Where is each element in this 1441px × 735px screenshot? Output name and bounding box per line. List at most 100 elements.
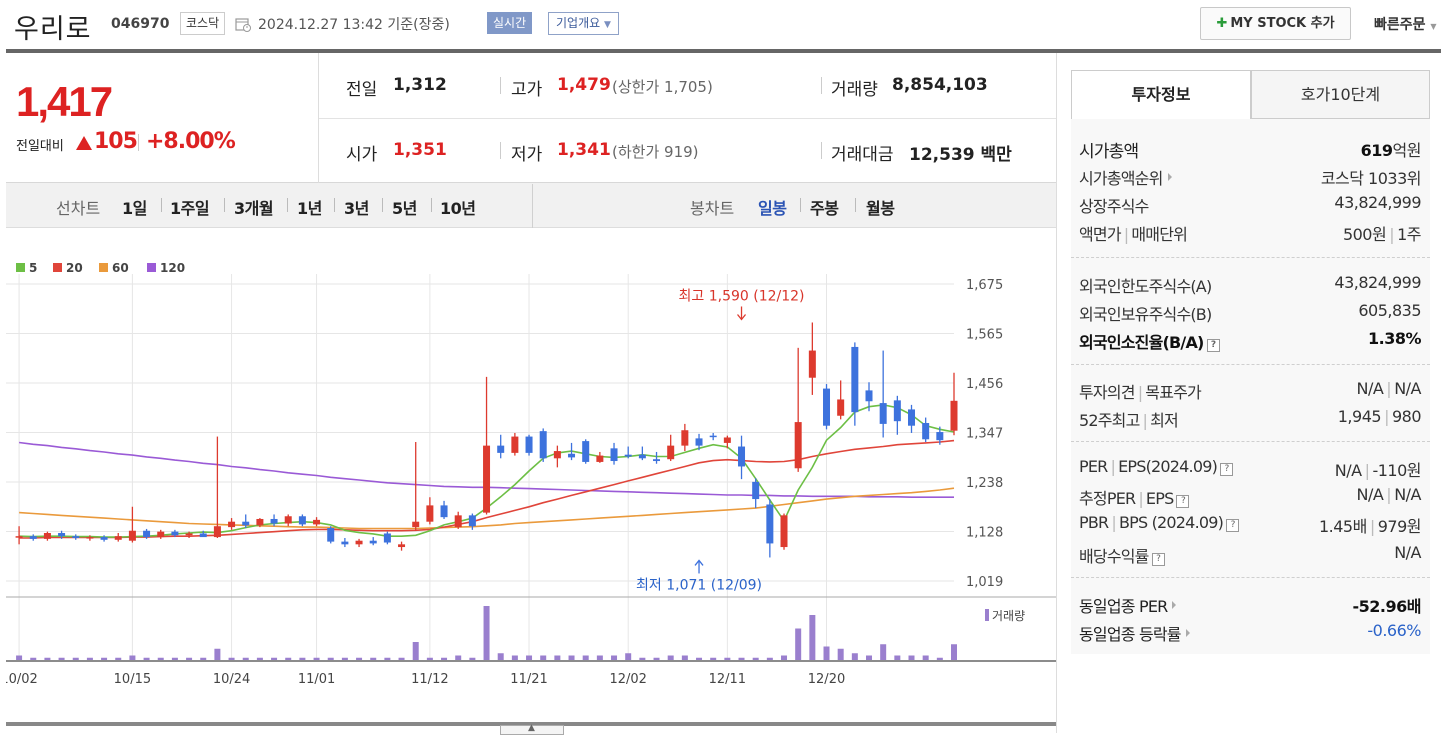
candle-monthly[interactable]: 월봉 — [866, 199, 895, 218]
x-tick-label: 10/15 — [114, 672, 151, 687]
divider — [821, 142, 822, 159]
candle-body — [723, 437, 731, 443]
company-overview-dropdown[interactable]: 기업개요 ▼ — [548, 12, 619, 35]
period-3y[interactable]: 3년 — [344, 199, 369, 218]
candle-weekly[interactable]: 주봉 — [810, 199, 839, 218]
period-1y[interactable]: 1년 — [297, 199, 322, 218]
high-value: 1,479 — [557, 75, 611, 95]
eps-val: -110원 — [1372, 461, 1421, 480]
prev-close-label: 전일 — [346, 80, 378, 100]
volume-bar — [86, 657, 93, 660]
divider — [800, 198, 801, 212]
period-1w[interactable]: 1주일 — [170, 199, 210, 218]
volume-bar — [823, 646, 830, 660]
volume-bar — [554, 655, 561, 660]
foreign-holding-row: 외국인보유주식수(B) 605,835 — [1079, 301, 1421, 327]
volume-bar — [356, 657, 363, 660]
x-tick-label: 11/21 — [510, 672, 547, 687]
pbr-value: 1.45배 | 979원 — [1318, 517, 1422, 536]
sector-per-row[interactable]: 동일업종 PER -52.96배 — [1079, 593, 1422, 619]
trade-value: 12,539 백만 — [909, 145, 1012, 165]
sector-change-row[interactable]: 동일업종 등락률 -0.66% — [1079, 621, 1421, 647]
candle-body — [284, 516, 292, 524]
help-icon[interactable]: ? — [1176, 495, 1190, 508]
tab-orderbook-10[interactable]: 호가10단계 — [1251, 70, 1430, 119]
divider — [224, 198, 225, 212]
candle-body — [369, 540, 377, 544]
volume-bar — [696, 657, 703, 660]
candle-body — [837, 399, 845, 416]
week52-value: 1,945 | 980 — [1337, 407, 1422, 426]
market-badge: 코스닥 — [180, 12, 226, 35]
est-per-label: 추정PER | EPS? — [1079, 485, 1190, 509]
market-cap-unit: 억원 — [1392, 141, 1422, 160]
candle-body — [383, 533, 391, 543]
open-value: 1,351 — [393, 140, 447, 160]
target-price-val: N/A — [1394, 379, 1421, 398]
candle-body — [553, 451, 561, 459]
quick-order-button[interactable]: 빠른주문 ▼ — [1374, 14, 1437, 34]
period-5y[interactable]: 5년 — [392, 199, 417, 218]
chart-scroll-handle[interactable]: ▲ — [500, 723, 564, 735]
week52-high-text: 52주최고 — [1079, 411, 1140, 430]
volume-bar — [398, 657, 405, 660]
volume-bar — [271, 657, 278, 660]
y-tick-label: 1,128 — [966, 526, 1003, 541]
opinion-row: 투자의견 | 목표주가 N/A | N/A — [1079, 379, 1421, 405]
volume-bar — [653, 657, 660, 660]
volume-bar — [851, 653, 858, 660]
pbr-label: PBR | BPS (2024.09)? — [1079, 513, 1240, 532]
candle-body — [454, 515, 462, 528]
market-cap-value: 619억원 — [1361, 137, 1422, 161]
volume-bar — [724, 657, 731, 660]
y-tick-label: 1,456 — [966, 377, 1003, 392]
volume-bar — [200, 657, 207, 660]
volume-bar — [426, 657, 433, 660]
volume-bar — [441, 657, 448, 660]
candle-body — [114, 536, 122, 540]
candlestick-chart[interactable]: 5 20 60 120 1,675 1,565 1,456 1,347 1,238 1,128 1,… — [6, 228, 1056, 723]
realtime-badge[interactable]: 실시간 — [487, 12, 533, 34]
est-eps-val: N/A — [1394, 485, 1421, 504]
trade-unit-value: 1주 — [1397, 225, 1421, 244]
sector-change-label: 동일업종 등락률 — [1079, 621, 1190, 645]
candle-body — [610, 448, 618, 462]
upper-limit: (상한가 1,705) — [612, 78, 713, 96]
target-price-text: 목표주가 — [1145, 383, 1201, 402]
quick-order-label: 빠른주문 — [1374, 17, 1426, 33]
market-cap-rank-row[interactable]: 시가총액순위 코스닥 1033위 — [1079, 165, 1422, 191]
mystock-label: MY STOCK 추가 — [1230, 16, 1335, 31]
period-3m[interactable]: 3개월 — [234, 199, 274, 218]
tab-investment-info[interactable]: 투자정보 — [1071, 70, 1251, 119]
eps-text: EPS(2024.09) — [1118, 457, 1218, 476]
candle-body — [43, 533, 51, 539]
volume-bar — [511, 655, 518, 660]
divider — [532, 184, 533, 228]
volume-bar — [837, 648, 844, 660]
bps-text: BPS (2024.09) — [1118, 513, 1224, 532]
period-10y[interactable]: 10년 — [440, 199, 476, 218]
pbr-row: PBR | BPS (2024.09)? 1.45배 | 979원 — [1079, 513, 1422, 539]
calendar-icon — [235, 18, 251, 32]
opinion-value: N/A | N/A — [1356, 379, 1421, 398]
candle-body — [143, 530, 151, 538]
candle-body — [242, 521, 250, 526]
candle-body — [426, 505, 434, 522]
volume-bar — [596, 655, 603, 660]
help-icon[interactable]: ? — [1226, 519, 1240, 532]
candle-daily[interactable]: 일봉 — [758, 199, 787, 218]
sector-change-value: -0.66% — [1367, 621, 1421, 640]
volume-label: 거래량 — [831, 80, 878, 100]
divider — [1071, 441, 1430, 442]
help-icon[interactable]: ? — [1151, 553, 1165, 566]
add-mystock-button[interactable]: ✚ MY STOCK 추가 — [1200, 7, 1351, 40]
volume-bar — [242, 657, 249, 660]
volume-bar — [129, 655, 136, 660]
help-icon[interactable]: ? — [1220, 463, 1234, 476]
candle-body — [15, 536, 23, 538]
period-1d[interactable]: 1일 — [122, 199, 147, 218]
candle-body — [638, 454, 646, 459]
candle-body — [893, 400, 901, 422]
volume-bar — [186, 657, 193, 660]
help-icon[interactable]: ? — [1206, 339, 1220, 352]
